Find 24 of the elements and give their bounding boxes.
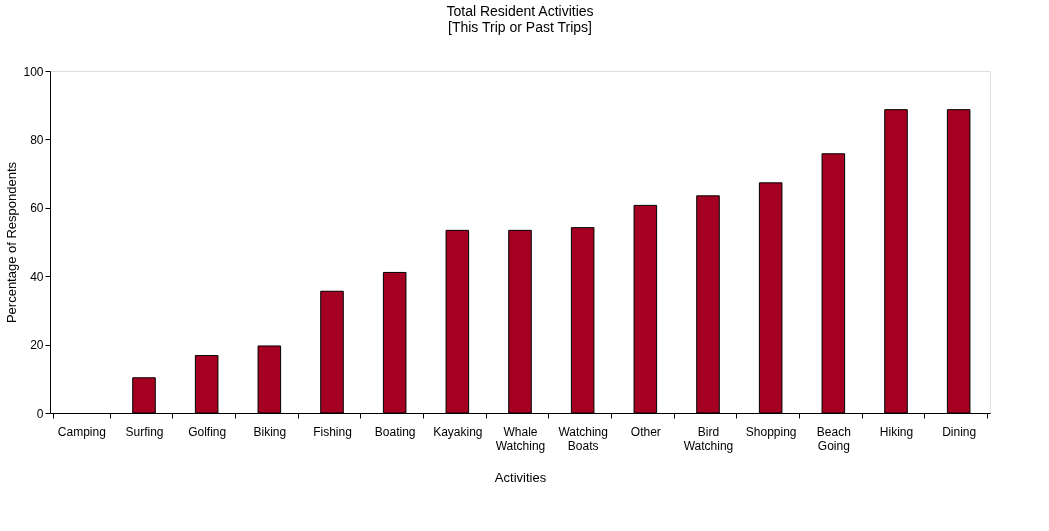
y-tick-label: 0 <box>36 406 44 421</box>
x-tick-label: Fishing <box>313 424 352 439</box>
x-tick-label: Other <box>630 424 661 439</box>
x-tick-label: Shopping <box>745 424 797 439</box>
x-tick-label: Whale Watching <box>495 424 546 453</box>
y-tick-label: 80 <box>30 132 44 147</box>
x-tick-label: Bird Watching <box>683 424 734 453</box>
x-tick-label: Hiking <box>879 424 914 439</box>
x-tick-label: Surfing <box>125 424 164 439</box>
x-tick-label: Boating <box>374 424 416 439</box>
x-tick-label: Dining <box>942 424 977 439</box>
x-tick-label: Golfing <box>188 424 227 439</box>
y-tick-label: 20 <box>30 338 44 353</box>
x-tick-label: Kayaking <box>433 424 483 439</box>
x-tick-label: Beach Going <box>816 424 851 453</box>
chart-title: Total Resident Activities [This Trip or Past Trips] <box>446 3 594 35</box>
x-tick-label: Biking <box>253 424 287 439</box>
x-tick-label: Camping <box>57 424 106 439</box>
y-tick-label: 60 <box>30 201 44 216</box>
y-tick-label: 100 <box>23 64 44 79</box>
x-tick-label: Watching Boats <box>558 424 608 453</box>
y-axis-title: Percentage of Respondents <box>4 161 20 324</box>
x-axis-title: Activities <box>494 469 547 485</box>
y-tick-label: 40 <box>30 269 44 284</box>
